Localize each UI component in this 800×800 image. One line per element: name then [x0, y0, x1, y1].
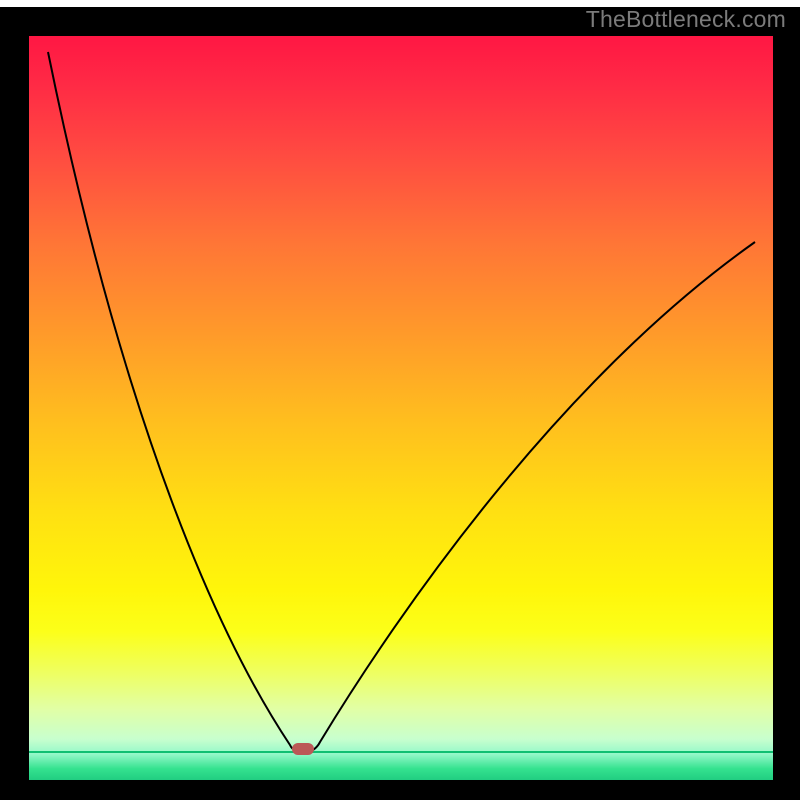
bottleneck-chart — [0, 0, 800, 800]
heatmap-gradient-background — [29, 36, 773, 780]
figure-frame: TheBottleneck.com — [0, 0, 800, 800]
watermark-label: TheBottleneck.com — [586, 6, 786, 33]
baseline-green-strip — [29, 751, 773, 753]
optimal-point-marker — [292, 743, 314, 755]
